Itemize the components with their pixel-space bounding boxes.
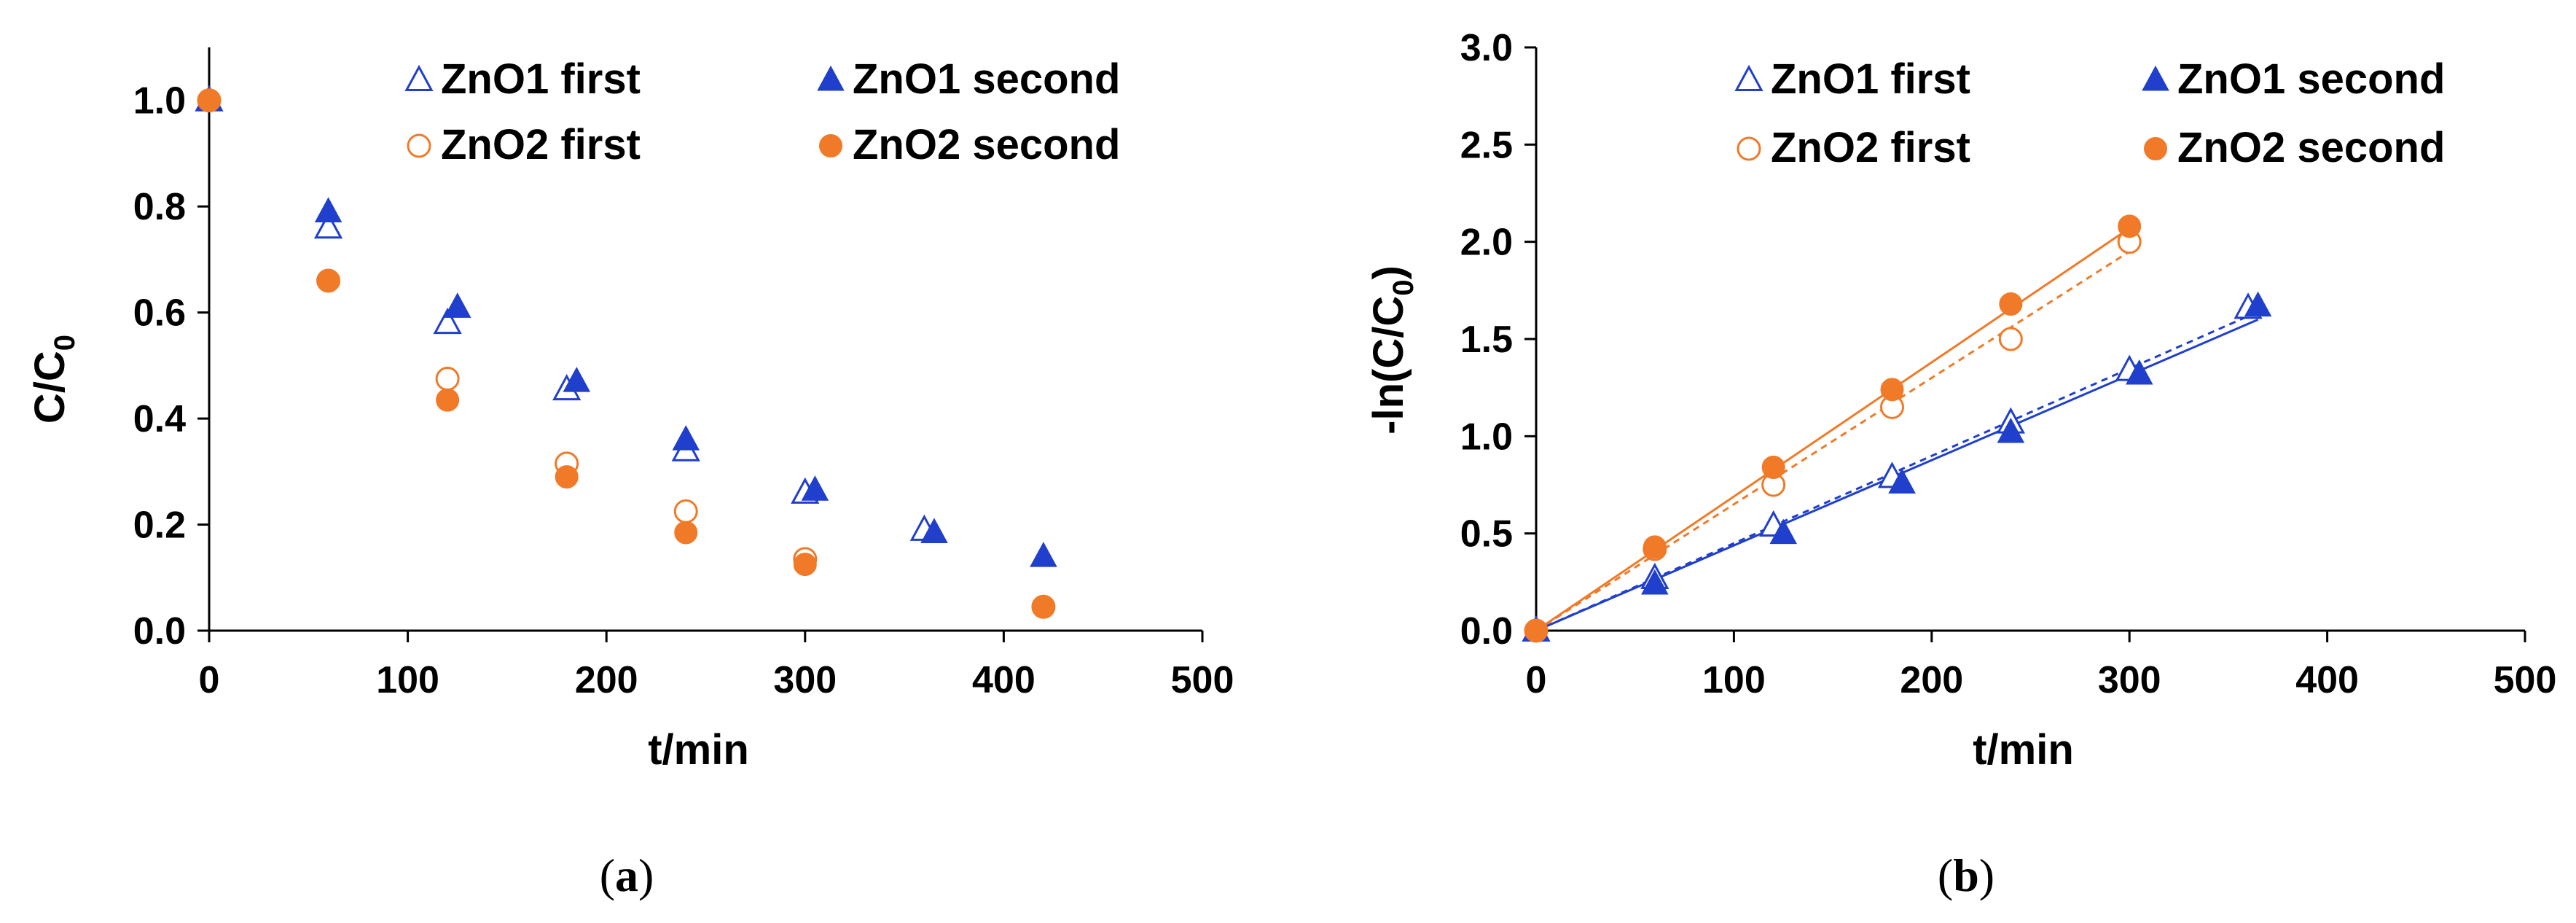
data-point (555, 465, 579, 489)
legend-label: ZnO1 first (1771, 55, 1970, 103)
data-point (436, 388, 460, 412)
x-tick-label: 200 (575, 659, 638, 701)
x-tick-label: 400 (972, 659, 1036, 701)
data-point (801, 475, 829, 501)
data-point (2118, 214, 2142, 238)
series-zno2-second (1524, 214, 2142, 642)
data-point (433, 308, 462, 335)
y-axis-title: C/C0 (26, 335, 81, 424)
panel-caption: (a) (600, 849, 654, 901)
legend-marker (404, 64, 434, 91)
data-point (316, 269, 340, 292)
data-point (1524, 619, 1548, 642)
data-point (1030, 542, 1057, 567)
data-point (672, 425, 700, 451)
data-point (314, 197, 342, 222)
y-tick-label: 3.0 (1460, 27, 1513, 69)
data-point (2125, 359, 2153, 385)
legend-label: ZnO2 first (441, 121, 641, 168)
chart-panel-b: 0 100 200 300 400 500 0.0 0.5 1.0 1.5 2.0 2.5 3.0 t/m… (1365, 27, 2556, 901)
data-point (1761, 456, 1785, 479)
x-tick-label: 300 (2098, 659, 2161, 701)
y-tick-label: 0.6 (133, 292, 186, 335)
legend-marker (819, 134, 842, 157)
data-point (920, 518, 948, 543)
y-axis-title: -ln(C/C0) (1365, 265, 1420, 435)
legend: ZnO1 first ZnO1 second ZnO2 first ZnO2 seco… (1734, 55, 2445, 171)
x-tick-label: 300 (773, 659, 837, 701)
x-tick-label: 500 (2494, 659, 2557, 701)
y-tick-label: 1.5 (1460, 319, 1513, 361)
legend-label: ZnO2 second (2177, 124, 2445, 171)
data-point (1997, 417, 2025, 443)
legend-label: ZnO2 second (853, 121, 1120, 168)
x-axis-title: t/min (648, 726, 749, 774)
legend-label: ZnO1 second (2177, 55, 2445, 103)
y-tick-label: 1.0 (133, 80, 186, 122)
data-point (1769, 518, 1798, 545)
legend: ZnO1 first ZnO1 second ZnO2 first ZnO2 seco… (404, 55, 1120, 168)
fit-line-zno2-second (1535, 227, 2131, 632)
legend-marker (817, 65, 845, 91)
data-point (1643, 535, 1667, 559)
legend-marker (2144, 137, 2167, 160)
data-point (1641, 569, 1669, 595)
y-tick-label: 0.0 (1460, 610, 1513, 653)
y-tick-label: 0.0 (133, 610, 186, 653)
data-point (1031, 595, 1055, 619)
data-point (443, 292, 471, 318)
data-point (673, 499, 698, 523)
data-point (1998, 327, 2023, 351)
data-point (1999, 292, 2023, 316)
legend-marker (407, 133, 431, 158)
x-tick-label: 100 (376, 659, 439, 701)
data-point (1880, 378, 1904, 402)
data-point (793, 553, 817, 577)
legend-marker (1734, 64, 1763, 91)
data-point (435, 367, 460, 392)
series-zno2-second (197, 88, 1055, 619)
chart-panel-a: 0 100 200 300 400 500 0.0 0.2 0.4 0.6 0.8 1.0 t/min C… (26, 47, 1234, 901)
y-tick-label: 1.0 (1460, 416, 1513, 458)
data-point (313, 212, 343, 239)
x-tick-label: 100 (1702, 659, 1766, 701)
data-point (197, 88, 221, 112)
x-tick-label: 200 (1900, 659, 1963, 701)
x-axis-title: t/min (1973, 726, 2074, 774)
legend-marker (1737, 136, 1761, 161)
y-tick-label: 0.5 (1460, 513, 1513, 556)
fit-line-zno2-first (1535, 250, 2131, 632)
x-tick-label: 400 (2295, 659, 2359, 701)
y-tick-label: 2.5 (1460, 124, 1513, 166)
legend-label: ZnO2 first (1771, 124, 1970, 171)
series-zno2-first (1524, 230, 2142, 643)
data-point (2244, 291, 2272, 317)
legend-label: ZnO1 second (853, 55, 1120, 103)
y-tick-label: 0.4 (133, 398, 186, 440)
x-tick-label: 0 (199, 659, 220, 701)
y-tick-label: 2.0 (1460, 222, 1513, 264)
data-point (563, 367, 591, 392)
legend-label: ZnO1 first (441, 55, 641, 103)
y-tick-label: 0.8 (133, 186, 186, 228)
x-tick-label: 0 (1526, 659, 1547, 701)
legend-marker (2142, 65, 2169, 91)
data-point (1888, 468, 1916, 494)
y-tick-label: 0.2 (133, 505, 186, 547)
panel-caption: (b) (1938, 849, 1994, 901)
x-tick-label: 500 (1171, 659, 1234, 701)
data-point (674, 521, 698, 545)
